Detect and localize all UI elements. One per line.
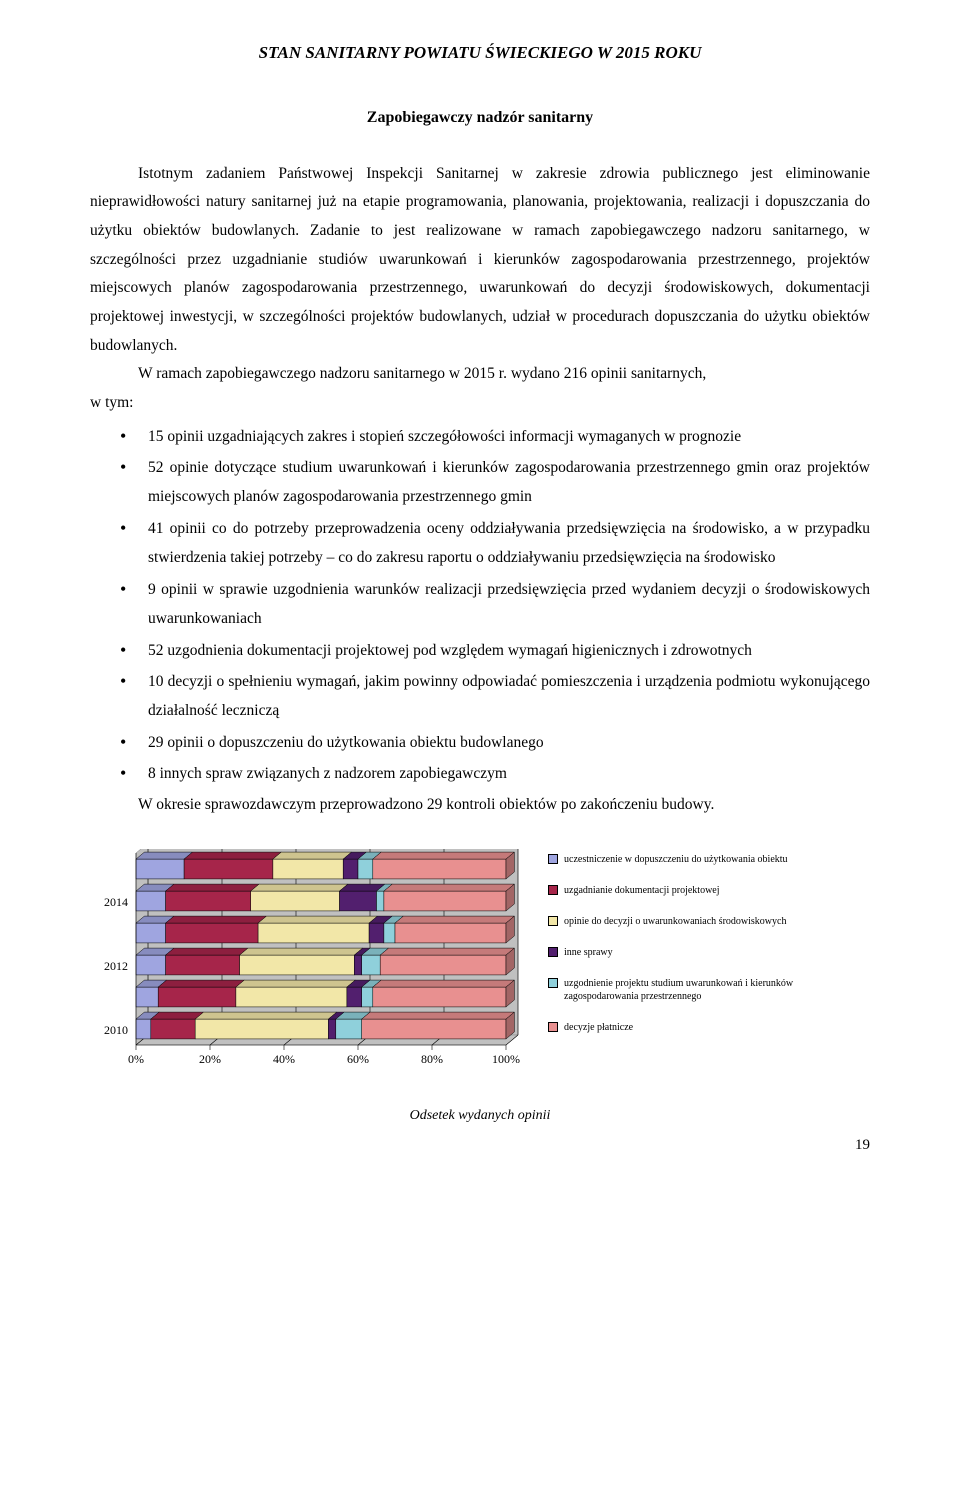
svg-text:2014: 2014 [104,895,128,909]
paragraph-2a: W ramach zapobiegawczego nadzoru sanitar… [90,360,870,389]
svg-text:0%: 0% [128,1052,144,1066]
legend-item: opinie do decyzji o uwarunkowaniach środ… [548,915,848,928]
svg-text:2012: 2012 [104,959,128,973]
legend-label: decyzje płatnicze [564,1021,633,1034]
legend-item: uzgadnianie dokumentacji projektowej [548,884,848,897]
legend-swatch [548,1022,558,1032]
svg-text:2010: 2010 [104,1023,128,1037]
chart-caption: Odsetek wydanych opinii [90,1105,870,1126]
svg-text:40%: 40% [273,1052,295,1066]
legend-label: uzgadnianie dokumentacji projektowej [564,884,720,897]
paragraph-2b: w tym: [90,389,870,418]
list-item: 52 uzgodnienia dokumentacji projektowej … [120,636,870,665]
page-header-title: STAN SANITARNY POWIATU ŚWIECKIEGO W 2015… [90,40,870,66]
svg-text:60%: 60% [347,1052,369,1066]
list-item: 9 opinii w sprawie uzgodnienia warunków … [120,575,870,634]
bullet-list: 15 opinii uzgadniających zakres i stopie… [90,422,870,789]
svg-text:80%: 80% [421,1052,443,1066]
legend-label: inne sprawy [564,946,613,959]
legend-swatch [548,885,558,895]
list-item: 41 opinii co do potrzeby przeprowadzenia… [120,514,870,573]
paragraph-1: Istotnym zadaniem Państwowej Inspekcji S… [90,160,870,361]
stacked-bar-chart: 0% 20% 40% 60% 80% 100% 2014 2012 2010 [90,849,530,1079]
legend-label: opinie do decyzji o uwarunkowaniach środ… [564,915,786,928]
closing-paragraph: W okresie sprawozdawczym przeprowadzono … [90,791,870,820]
list-item: 8 innych spraw związanych z nadzorem zap… [120,759,870,788]
list-item: 29 opinii o dopuszczeniu do użytkowania … [120,728,870,757]
svg-text:100%: 100% [492,1052,520,1066]
legend-swatch [548,978,558,988]
page-number: 19 [90,1134,870,1157]
legend-swatch [548,916,558,926]
chart-container: 0% 20% 40% 60% 80% 100% 2014 2012 2010 uczestnic… [90,849,870,1087]
section-title: Zapobiegawczy nadzór sanitarny [90,106,870,130]
legend-item: uczestniczenie w dopuszczeniu do użytkow… [548,853,848,866]
chart-plot: 0% 20% 40% 60% 80% 100% 2014 2012 2010 [90,849,530,1087]
legend-item: decyzje płatnicze [548,1021,848,1034]
legend-swatch [548,947,558,957]
list-item: 52 opinie dotyczące studium uwarunkowań … [120,453,870,512]
legend-item: uzgodnienie projektu studium uwarunkowań… [548,977,848,1003]
legend-label: uczestniczenie w dopuszczeniu do użytkow… [564,853,788,866]
legend-swatch [548,854,558,864]
list-item: 15 opinii uzgadniających zakres i stopie… [120,422,870,451]
svg-text:20%: 20% [199,1052,221,1066]
legend-item: inne sprawy [548,946,848,959]
chart-legend: uczestniczenie w dopuszczeniu do użytkow… [530,849,848,1052]
list-item: 10 decyzji o spełnieniu wymagań, jakim p… [120,667,870,726]
legend-label: uzgodnienie projektu studium uwarunkowań… [564,977,848,1003]
